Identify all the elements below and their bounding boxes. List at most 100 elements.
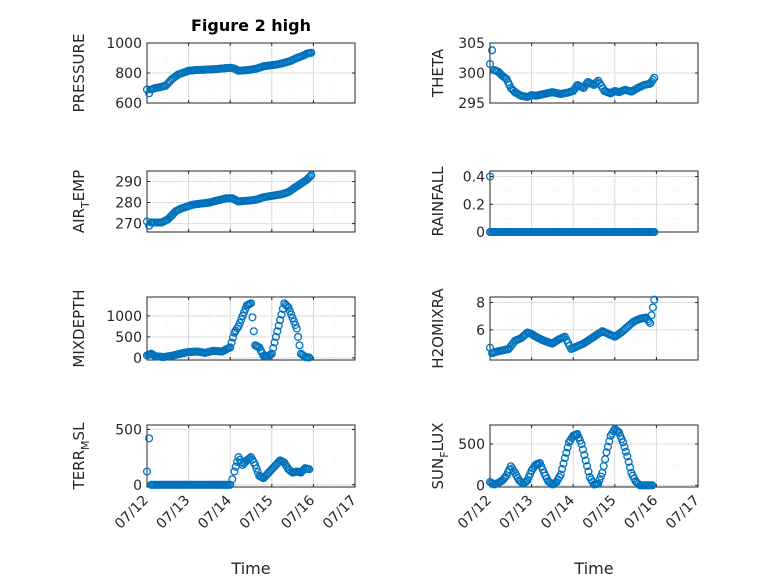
y-tick-label: 290 xyxy=(115,175,142,191)
panel-5: 0 500 1000 MIXDEPTH xyxy=(70,289,356,368)
data-point xyxy=(623,452,632,461)
y-axis-label: RAINFALL xyxy=(429,166,447,237)
y-axis-label-main: AIR xyxy=(70,208,88,233)
y-axis-label-main: THETA xyxy=(429,48,447,98)
y-axis-label: SUNFLUX xyxy=(429,423,451,490)
data-point xyxy=(621,447,630,456)
data-point xyxy=(596,472,605,481)
data-point xyxy=(624,457,633,466)
axes-box xyxy=(146,424,356,488)
plot-area xyxy=(490,297,698,360)
panel-4: 0 0.2 0.4 RAINFALL xyxy=(429,166,699,241)
data-point xyxy=(292,324,301,333)
data-point xyxy=(485,59,495,69)
data-point xyxy=(580,450,589,460)
axes-box xyxy=(146,170,356,233)
y-axis-label: THETA xyxy=(429,48,447,98)
data-point xyxy=(246,299,256,308)
data-point xyxy=(277,310,286,319)
data-point xyxy=(560,454,569,463)
data-point xyxy=(646,79,655,88)
x-tick-label: 07/14 xyxy=(195,492,235,532)
figure-title: Figure 2 high xyxy=(191,16,311,35)
panel-8: 0 500 07/12 07/13 07/14 07/15 07/16 07/17 SUNFLU… xyxy=(429,423,703,533)
panel-1: 600 800 1000 PRESSURE xyxy=(70,34,356,113)
data-point xyxy=(626,463,635,472)
y-axis-label-subscript: T xyxy=(79,201,92,209)
y-axis-label-subscript: M xyxy=(79,440,92,450)
data-point xyxy=(305,465,314,474)
data-point xyxy=(620,442,629,452)
x-tick-label: 07/15 xyxy=(580,493,620,533)
data-point xyxy=(546,479,556,488)
data-point xyxy=(274,321,283,330)
y-axis-label-tail: LUX xyxy=(429,423,447,452)
x-tick-label: 07/16 xyxy=(278,492,318,532)
data-point xyxy=(594,479,603,488)
x-axis-label-left: Time xyxy=(230,559,270,578)
y-axis-label-main: PRESSURE xyxy=(70,34,88,113)
x-tick-label: 07/12 xyxy=(112,493,152,533)
data-point xyxy=(228,333,238,342)
y-tick-label: 0 xyxy=(133,351,142,367)
data-point xyxy=(142,467,152,476)
y-tick-label: 8 xyxy=(476,295,485,311)
data-point xyxy=(488,46,497,55)
y-tick-label: 6 xyxy=(476,323,485,339)
y-tick-label: 0 xyxy=(476,225,485,241)
y-axis-label-main: RAINFALL xyxy=(429,166,447,237)
data-point xyxy=(305,353,314,362)
y-tick-label: 295 xyxy=(458,96,485,112)
x-tick-label: 07/17 xyxy=(663,493,703,533)
data-point xyxy=(276,316,285,325)
data-point xyxy=(295,341,304,350)
y-axis-label: MIXDEPTH xyxy=(70,289,88,367)
y-tick-label: 600 xyxy=(115,96,142,112)
y-tick-label: 0.4 xyxy=(463,170,485,186)
y-tick-label: 500 xyxy=(115,422,142,438)
data-point xyxy=(648,303,657,312)
panel-3: 270 280 290 AIRTEMP xyxy=(70,170,356,233)
y-axis-label: H2OMIXRA xyxy=(429,288,447,369)
data-point xyxy=(145,434,154,443)
x-tick-label: 07/14 xyxy=(538,492,578,532)
data-point xyxy=(294,332,303,341)
data-point xyxy=(646,318,655,328)
y-tick-label: 800 xyxy=(115,66,142,82)
data-point xyxy=(603,442,612,451)
data-point xyxy=(558,465,567,474)
data-point xyxy=(305,172,314,181)
data-point xyxy=(270,338,279,347)
data-point xyxy=(251,460,260,469)
y-axis-label-main: SUN xyxy=(429,458,447,490)
data-point xyxy=(269,344,278,353)
data-point xyxy=(581,456,590,465)
panel-6: 6 8 H2OMIXRA xyxy=(429,288,699,369)
plot-area xyxy=(490,425,698,487)
panel-7: 0 500 07/12 07/13 07/14 07/15 07/16 07/17 TERRMS… xyxy=(70,422,360,532)
y-tick-label: 0.2 xyxy=(463,197,485,213)
axes-box xyxy=(489,296,699,361)
y-tick-label: 1000 xyxy=(106,309,142,325)
data-point xyxy=(273,327,282,336)
y-axis-label: TERRMSL xyxy=(70,422,92,491)
x-tick-label: 07/12 xyxy=(455,493,495,533)
data-point xyxy=(226,343,235,352)
y-axis-label-subscript: F xyxy=(438,451,451,457)
data-point xyxy=(307,171,316,180)
data-point xyxy=(602,448,611,457)
data-point xyxy=(248,313,257,322)
y-axis-label: AIRTEMP xyxy=(70,170,92,233)
data-point xyxy=(648,481,657,490)
y-tick-label: 280 xyxy=(115,196,142,212)
y-tick-label: 500 xyxy=(115,330,142,346)
data-point xyxy=(556,470,565,479)
data-point xyxy=(619,438,628,447)
x-tick-label: 07/15 xyxy=(237,493,277,533)
y-tick-label: 0 xyxy=(476,478,485,494)
data-point xyxy=(650,295,659,304)
y-tick-label: 300 xyxy=(458,66,485,82)
data-point xyxy=(230,467,239,476)
y-axis-label-main: H2OMIXRA xyxy=(429,288,447,369)
